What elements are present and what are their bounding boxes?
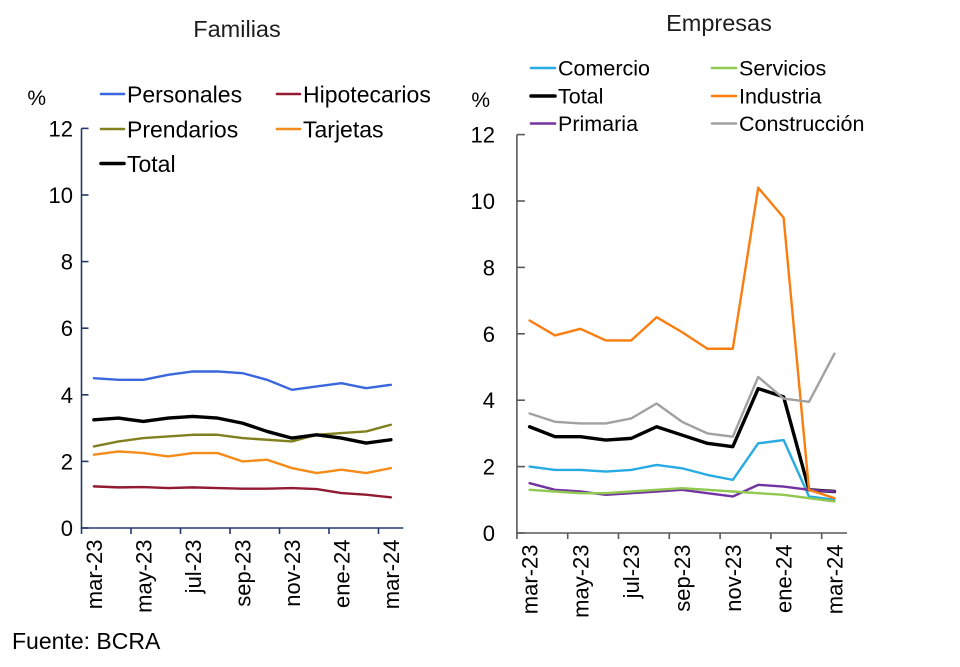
legend-item-comercio: Comercio bbox=[529, 57, 650, 81]
y-tick-label: 4 bbox=[483, 388, 495, 413]
y-tick-label: 6 bbox=[483, 322, 495, 347]
legend-item-personales: Personales bbox=[99, 81, 242, 107]
series-line-comercio bbox=[528, 438, 836, 501]
y-tick-label: 10 bbox=[49, 183, 73, 208]
empresas-chart-panel: Empresas % 0 2 4 6 8 10 12 mar-23 may-23 jul-23 se… bbox=[471, 10, 865, 618]
legend-item-tarjetas: Tarjetas bbox=[275, 116, 384, 142]
legend-label: Primaria bbox=[558, 112, 638, 136]
x-tick-label: sep-23 bbox=[230, 540, 255, 607]
legend-item-servicios: Servicios bbox=[710, 57, 826, 81]
x-tick-label: mar-24 bbox=[822, 545, 847, 615]
x-tick-label: mar-24 bbox=[379, 540, 404, 610]
x-tick-label: nov-23 bbox=[280, 540, 305, 607]
legend-item-prendarios: Prendarios bbox=[99, 116, 238, 142]
x-tick-label: mar-23 bbox=[518, 545, 543, 615]
x-tick-label: mar-23 bbox=[82, 540, 107, 610]
legend-label: Tarjetas bbox=[303, 116, 384, 142]
x-tick-label: ene-24 bbox=[329, 540, 354, 609]
legend-label: Servicios bbox=[739, 57, 826, 81]
empresas-legend: Comercio Total Primaria Servicios Industria C… bbox=[529, 57, 864, 136]
legend-label: Industria bbox=[739, 85, 822, 109]
series-line-hipotecarios bbox=[92, 485, 393, 499]
legend-label: Total bbox=[127, 151, 176, 177]
series-line-prendarios bbox=[92, 423, 393, 448]
y-tick-label: 12 bbox=[49, 116, 73, 141]
series-line-tarjetas bbox=[92, 450, 393, 475]
series-line-total bbox=[92, 414, 393, 445]
x-tick-label: nov-23 bbox=[721, 545, 746, 612]
y-tick-label: 10 bbox=[471, 189, 495, 214]
legend-label: Hipotecarios bbox=[303, 81, 431, 107]
legend-label: Prendarios bbox=[127, 116, 238, 142]
familias-legend: Personales Hipotecarios Prendarios Tarjetas… bbox=[99, 81, 431, 177]
x-tick-label: ene-24 bbox=[772, 545, 797, 614]
series-line-total bbox=[527, 386, 837, 494]
series-line-construcción bbox=[528, 352, 836, 438]
y-axis-unit-label: % bbox=[27, 87, 46, 110]
legend-label: Construcción bbox=[739, 112, 864, 136]
y-tick-label: 4 bbox=[61, 383, 73, 408]
legend-label: Comercio bbox=[558, 57, 650, 81]
legend-label: Personales bbox=[127, 81, 242, 107]
legend-item-primaria: Primaria bbox=[529, 112, 638, 136]
series-line-industria bbox=[528, 186, 836, 500]
legend-item-industria: Industria bbox=[710, 85, 822, 109]
familias-chart-panel: Familias % 0 2 4 6 8 10 12 mar-23 may-23 jul-23 se… bbox=[27, 16, 431, 613]
x-tick-label: sep-23 bbox=[670, 545, 695, 612]
y-tick-label: 12 bbox=[471, 123, 495, 148]
familias-plot-area: 0 2 4 6 8 10 12 mar-23 may-23 jul-23 sep-23 nov-23 e… bbox=[49, 116, 404, 612]
x-tick-label: jul-23 bbox=[181, 540, 206, 595]
y-tick-label: 0 bbox=[483, 521, 495, 546]
legend-item-total: Total bbox=[529, 85, 603, 109]
series-line-primaria bbox=[528, 482, 836, 498]
x-tick-label: may-23 bbox=[568, 545, 593, 618]
series-line-personales bbox=[92, 370, 393, 392]
y-tick-label: 6 bbox=[61, 316, 73, 341]
x-tick-label: may-23 bbox=[131, 540, 156, 613]
legend-item-construcción: Construcción bbox=[710, 112, 864, 136]
y-tick-label: 2 bbox=[61, 449, 73, 474]
legend-item-total: Total bbox=[99, 151, 176, 177]
y-tick-label: 2 bbox=[483, 455, 495, 480]
y-tick-label: 8 bbox=[61, 250, 73, 275]
source-note: Fuente: BCRA bbox=[12, 628, 161, 654]
legend-item-hipotecarios: Hipotecarios bbox=[275, 81, 431, 107]
x-tick-label: jul-23 bbox=[619, 545, 644, 600]
chart-title-familias: Familias bbox=[193, 16, 280, 42]
y-tick-label: 0 bbox=[61, 516, 73, 541]
legend-label: Total bbox=[558, 85, 603, 109]
y-axis-unit-label: % bbox=[471, 89, 490, 112]
chart-title-empresas: Empresas bbox=[666, 10, 772, 36]
empresas-plot-area: 0 2 4 6 8 10 12 mar-23 may-23 jul-23 sep-23 nov-23 e… bbox=[471, 123, 848, 618]
series-line-servicios bbox=[528, 486, 836, 503]
y-tick-label: 8 bbox=[483, 255, 495, 280]
